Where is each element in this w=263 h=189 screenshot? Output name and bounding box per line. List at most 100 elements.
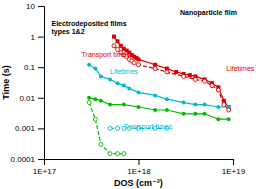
point bbox=[108, 77, 112, 81]
annotation-line: Transport times bbox=[82, 51, 131, 59]
point bbox=[165, 70, 169, 74]
point bbox=[132, 61, 136, 65]
point bbox=[87, 101, 91, 105]
chart-container: 1E+17 1E+18 1E+19 0.0001 0.001 0.01 0.1 1 10 Elec… bbox=[0, 0, 263, 189]
point bbox=[182, 112, 186, 116]
point bbox=[137, 105, 141, 109]
tick-label: 1 bbox=[31, 33, 36, 42]
point bbox=[216, 88, 220, 92]
point bbox=[182, 74, 186, 78]
plot-root: 1E+17 1E+18 1E+19 0.0001 0.001 0.01 0.1 1 10 Elec… bbox=[11, 2, 255, 176]
point bbox=[227, 105, 231, 109]
series bbox=[87, 96, 231, 121]
series-line bbox=[89, 103, 124, 154]
point bbox=[137, 63, 141, 67]
chart-svg: 1E+17 1E+18 1E+19 0.0001 0.001 0.01 0.1 1 10 Elec… bbox=[0, 0, 263, 189]
point bbox=[87, 96, 91, 100]
tick-label: 0.0001 bbox=[11, 155, 36, 164]
point bbox=[216, 117, 220, 121]
point bbox=[227, 105, 231, 109]
point bbox=[203, 103, 207, 107]
point bbox=[137, 90, 141, 94]
tick: 1E+19 bbox=[222, 159, 246, 176]
point bbox=[108, 103, 112, 107]
tick-label: 1E+17 bbox=[33, 167, 57, 176]
point bbox=[93, 97, 97, 101]
annotation-line: Electrodeposited films bbox=[51, 20, 126, 28]
point bbox=[122, 84, 126, 88]
point bbox=[108, 126, 112, 130]
series bbox=[87, 101, 126, 156]
tick: 0.001 bbox=[15, 124, 44, 133]
axis-domain bbox=[45, 160, 234, 166]
x-axis-title: DOS (cm⁻³) bbox=[114, 178, 163, 188]
annotation: Nanoparticle film bbox=[180, 9, 237, 17]
tick: 0.01 bbox=[19, 94, 44, 103]
series-line bbox=[89, 65, 229, 107]
point bbox=[227, 117, 231, 121]
axis-domain bbox=[38, 7, 45, 160]
tick-label: 1E+19 bbox=[222, 167, 246, 176]
tick-label: 10 bbox=[26, 2, 35, 11]
annotation-line: Lifetimes bbox=[226, 65, 255, 72]
tick: 0.1 bbox=[24, 63, 44, 72]
point bbox=[112, 35, 116, 39]
point bbox=[122, 152, 126, 156]
tick-mark bbox=[38, 6, 44, 7]
point bbox=[108, 152, 112, 156]
point bbox=[210, 84, 214, 88]
point bbox=[116, 39, 120, 43]
point bbox=[93, 117, 97, 121]
annotation: Lifetimes bbox=[226, 65, 255, 72]
tick-mark bbox=[38, 128, 44, 129]
annotation-line: Nanoparticle film bbox=[180, 9, 237, 17]
annotation: Transport times bbox=[124, 123, 173, 131]
point bbox=[193, 112, 197, 116]
tick-mark bbox=[38, 98, 44, 99]
point bbox=[99, 99, 103, 103]
annotation: Electrodeposited filmstypes 1&2 bbox=[51, 20, 126, 36]
point bbox=[188, 73, 192, 77]
tick: 1 bbox=[31, 33, 44, 42]
point bbox=[99, 142, 103, 146]
point bbox=[122, 103, 126, 107]
point bbox=[182, 101, 186, 105]
annotation-line: types 1&2 bbox=[51, 28, 84, 36]
y-axis-title: Time (s) bbox=[1, 65, 11, 99]
tick: 0.0001 bbox=[11, 155, 44, 164]
point bbox=[127, 87, 131, 91]
point bbox=[99, 74, 103, 78]
point bbox=[112, 44, 116, 48]
point bbox=[153, 93, 157, 97]
point bbox=[153, 108, 157, 112]
point bbox=[222, 103, 226, 107]
point bbox=[116, 81, 120, 85]
tick: 1E+17 bbox=[33, 159, 57, 176]
tick-label: 1E+18 bbox=[127, 167, 151, 176]
series-line bbox=[89, 98, 229, 119]
point bbox=[203, 79, 207, 83]
point bbox=[193, 77, 197, 81]
x-axis: 1E+17 1E+18 1E+19 bbox=[33, 159, 246, 176]
tick-mark bbox=[233, 159, 234, 165]
tick-mark bbox=[38, 37, 44, 38]
tick-label: 0.01 bbox=[19, 94, 35, 103]
annotation: Lifetimes bbox=[110, 68, 139, 75]
tick-label: 0.001 bbox=[15, 124, 36, 133]
point bbox=[193, 103, 197, 107]
tick-mark bbox=[139, 159, 140, 165]
point bbox=[116, 152, 120, 156]
tick-mark bbox=[38, 67, 44, 68]
point bbox=[174, 70, 178, 74]
annotation-line: Transport times bbox=[124, 123, 173, 131]
y-axis: 0.0001 0.001 0.01 0.1 1 10 bbox=[11, 2, 45, 164]
point bbox=[165, 97, 169, 101]
annotations: Electrodeposited filmstypes 1&2 Nanoparti… bbox=[51, 9, 254, 132]
tick: 10 bbox=[26, 2, 44, 11]
point bbox=[203, 112, 207, 116]
point bbox=[93, 67, 97, 71]
tick-label: 0.1 bbox=[24, 63, 36, 72]
tick-mark bbox=[38, 159, 44, 160]
annotation-line: Lifetimes bbox=[110, 68, 139, 75]
annotation: Transport times bbox=[82, 51, 131, 59]
